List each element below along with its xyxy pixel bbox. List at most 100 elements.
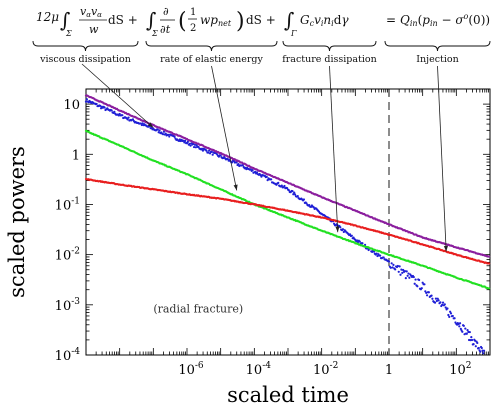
data-point [462, 324, 465, 327]
x-tick-label: 10-4 [246, 361, 272, 378]
inner-annotation: (radial fracture) [153, 303, 243, 316]
data-point [448, 315, 451, 318]
eq-viscous-domain: Σ [65, 29, 72, 38]
data-point [435, 299, 438, 303]
data-point [255, 171, 259, 174]
data-point [436, 297, 439, 300]
data-point [399, 273, 402, 276]
x-axis-label: scaled time [227, 383, 349, 407]
data-point [231, 161, 234, 164]
eq-viscous-measure: dS + [108, 13, 138, 27]
data-point [103, 106, 106, 109]
data-point [164, 132, 167, 135]
equation-term-viscous: 12μ ∫ Σ vαvα w dS + [36, 5, 138, 38]
eq-viscous-numerator: vαvα [80, 5, 102, 19]
data-point [200, 147, 204, 150]
arrowhead-fracture [335, 226, 340, 233]
equation-term-fracture: ∫ Γ Gcvinidγ [284, 8, 349, 38]
data-point [470, 335, 473, 339]
data-point [458, 322, 462, 325]
y-tick-label: 10 [63, 98, 80, 113]
data-point [197, 145, 200, 149]
data-point [173, 135, 176, 138]
data-point [158, 129, 161, 132]
data-point [439, 301, 442, 304]
data-point [461, 330, 464, 333]
y-tick-label: 10-4 [55, 347, 81, 364]
data-point [265, 175, 268, 178]
data-point [184, 139, 187, 142]
data-point [85, 98, 88, 101]
data-point [397, 270, 400, 273]
data-point [412, 275, 415, 279]
data-point [398, 265, 401, 268]
data-point [376, 254, 379, 258]
data-point [356, 239, 359, 242]
data-point [477, 346, 480, 350]
data-point [382, 256, 385, 259]
data-point [361, 242, 364, 245]
data-point [156, 128, 159, 131]
data-point [433, 301, 437, 304]
data-point [391, 266, 394, 269]
data-point [371, 250, 374, 253]
data-point [235, 161, 238, 164]
arrow-elastic [211, 65, 238, 191]
data-point [394, 268, 397, 271]
equation-header: 12μ ∫ Σ vαvα w dS + ∫ Σ ∂ ∂t ( 1 2 wpnet… [36, 5, 490, 38]
data-series [84, 94, 491, 355]
data-point [482, 349, 486, 352]
data-point [379, 254, 382, 257]
arrow-injection [437, 65, 447, 252]
data-point [466, 328, 469, 332]
data-point [201, 149, 205, 152]
data-point [189, 144, 192, 147]
eq-viscous-integral: ∫ [60, 8, 70, 32]
eq-fracture-body: Gcvinidγ [300, 13, 349, 28]
data-point [468, 330, 471, 334]
data-point [480, 346, 483, 350]
data-point [402, 268, 405, 272]
caption-injection: Injection [416, 54, 458, 65]
data-point [121, 114, 124, 117]
axis-ticks [85, 88, 491, 356]
data-point [407, 272, 410, 275]
data-point [464, 327, 467, 330]
data-point [296, 195, 299, 198]
data-point [186, 140, 189, 143]
eq-viscous-denominator: w [89, 23, 99, 36]
data-point [431, 297, 434, 300]
data-point [479, 350, 482, 353]
series-elastic [84, 129, 491, 290]
caption-elastic: rate of elastic energy [160, 54, 263, 65]
data-point [237, 162, 240, 166]
data-point [192, 145, 196, 149]
data-point [270, 178, 273, 181]
data-point [113, 110, 116, 113]
series-injection [84, 94, 491, 258]
data-point [293, 191, 296, 194]
eq-elastic-measure: dS + [246, 13, 276, 27]
data-point [465, 332, 468, 335]
data-point [141, 122, 144, 125]
data-point [423, 283, 426, 286]
y-tick-label: 10-3 [55, 297, 81, 314]
data-point [193, 143, 197, 146]
data-point [358, 240, 361, 243]
data-point [339, 226, 342, 229]
y-tick-label: 1 [72, 148, 80, 163]
plot-frame [85, 88, 491, 356]
data-point [434, 297, 438, 300]
data-point [280, 184, 283, 187]
series-fracture [84, 177, 491, 265]
data-point [277, 181, 280, 185]
data-point [95, 102, 98, 106]
data-point [291, 190, 294, 193]
eq-elastic-integral: ∫ [146, 8, 156, 32]
data-point [127, 116, 130, 119]
eq-fracture-domain: Γ [290, 29, 297, 38]
data-point [207, 151, 210, 154]
data-point [341, 228, 345, 231]
data-point [283, 184, 286, 188]
data-point [443, 303, 446, 306]
